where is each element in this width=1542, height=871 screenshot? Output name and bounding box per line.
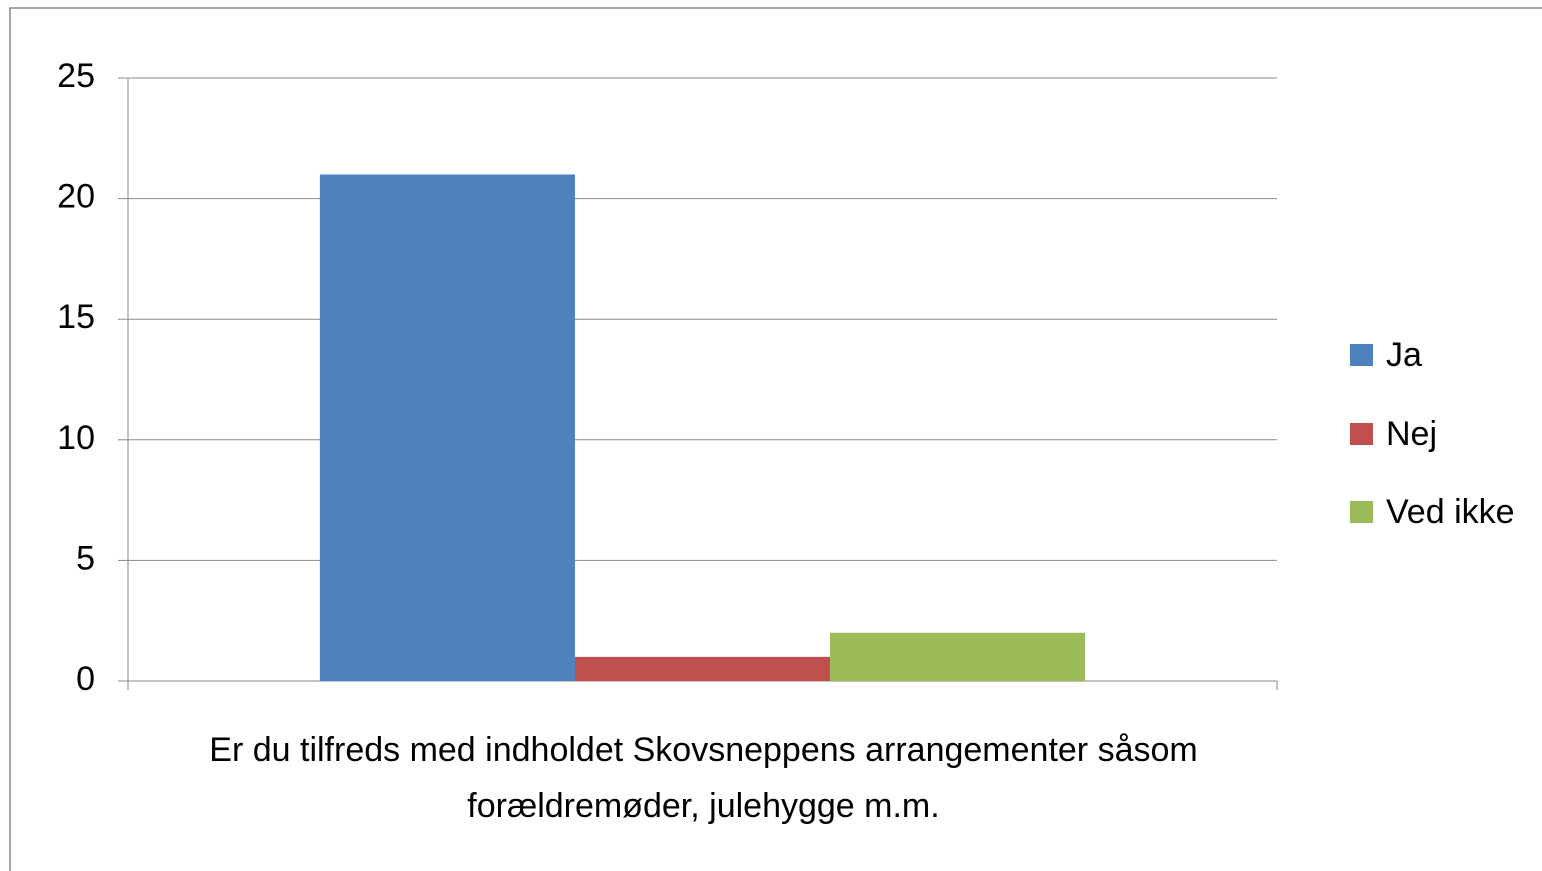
chart-frame [9,7,1542,871]
legend-label: Ja [1386,336,1422,374]
bar [830,632,1086,681]
bar [574,656,831,681]
legend-swatch [1350,344,1373,366]
y-tick-label: 20 [57,178,95,216]
y-tick-label: 25 [57,57,95,95]
y-tick-label: 5 [76,539,95,577]
x-tick-label: Er du tilfreds med indholdet Skovsneppen… [209,731,1198,825]
legend-swatch [1350,501,1373,523]
y-tick-label: 0 [76,660,95,698]
legend-swatch [1350,423,1373,445]
y-tick-label: 10 [57,419,95,457]
y-tick-label: 15 [57,298,95,336]
legend-label: Ved ikke [1386,493,1515,531]
legend-label: Nej [1386,415,1437,453]
bar [319,174,575,682]
